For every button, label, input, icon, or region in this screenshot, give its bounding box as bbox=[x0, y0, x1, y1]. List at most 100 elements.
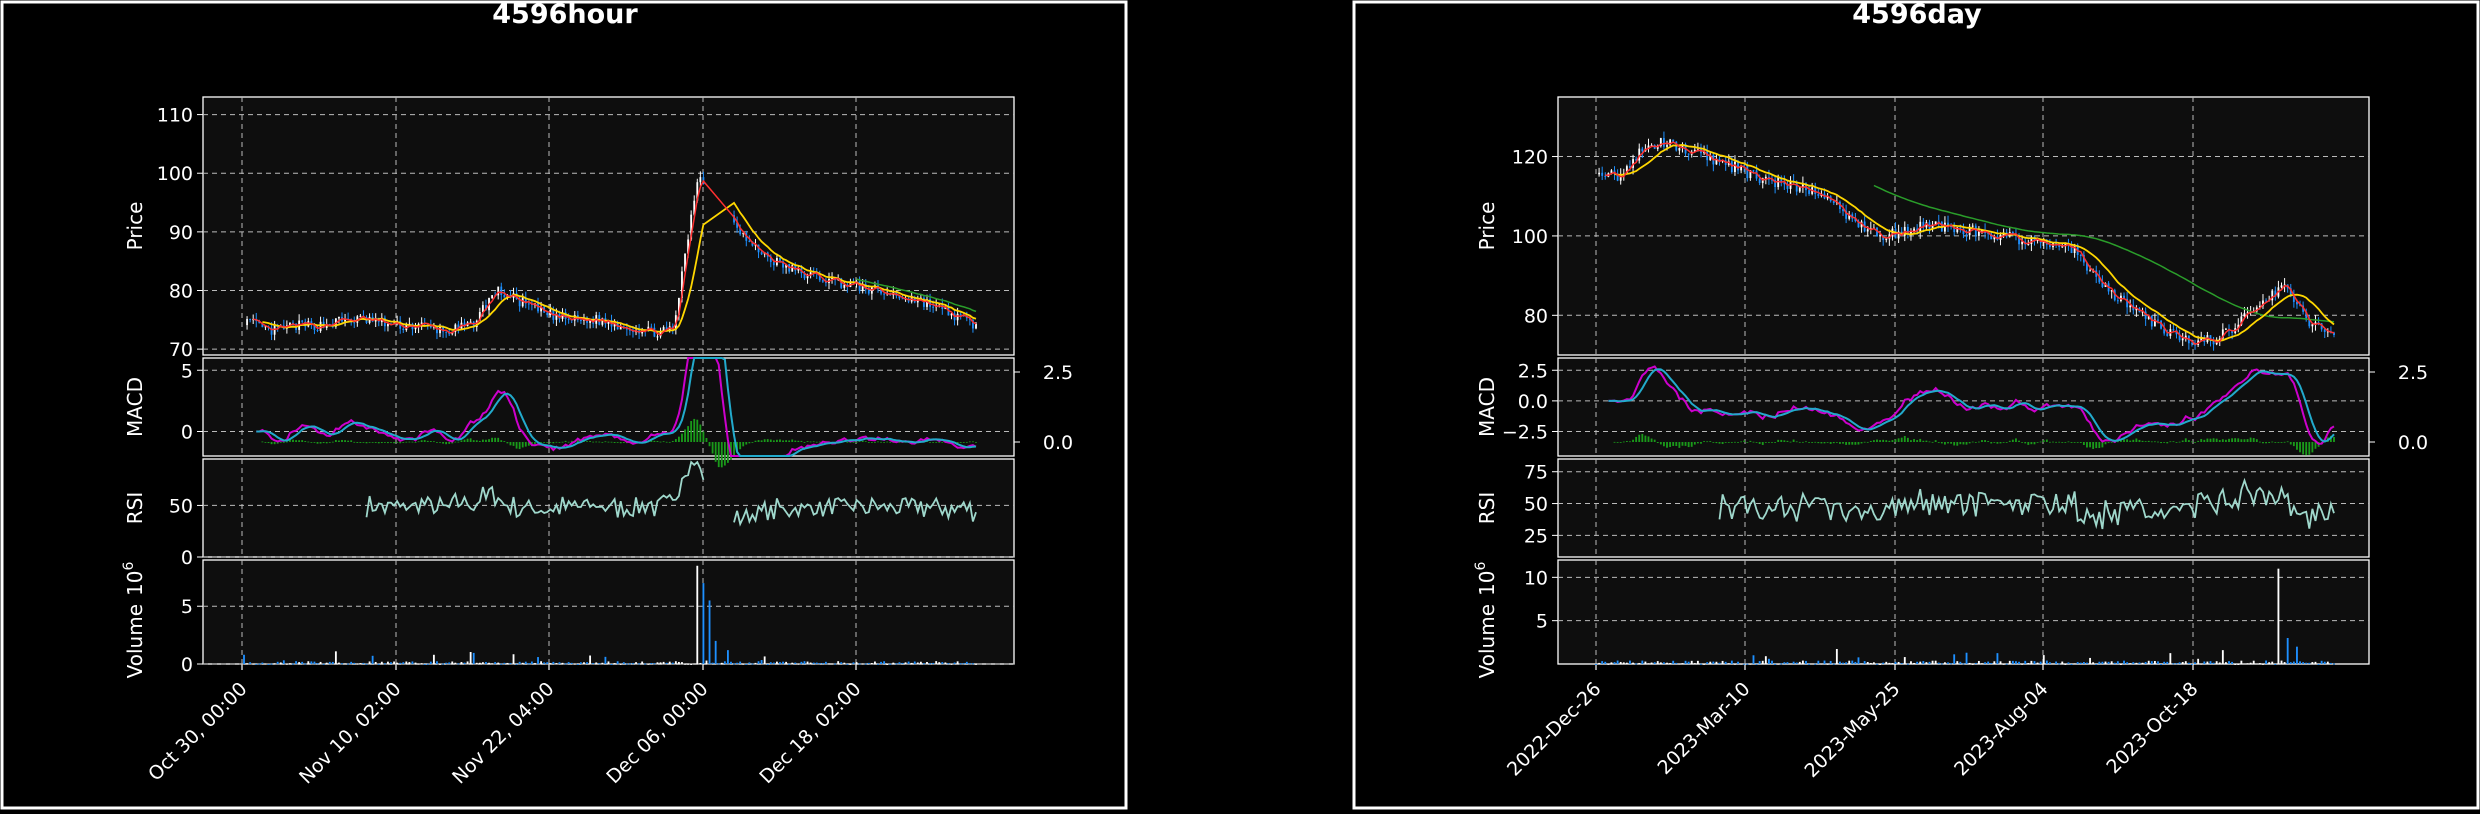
right-candle-body bbox=[1962, 228, 1965, 235]
left-macd-hist-bar bbox=[319, 442, 322, 444]
right-candle-body bbox=[1798, 186, 1801, 192]
left-candle-body bbox=[261, 323, 264, 328]
right-candle-body bbox=[1971, 225, 1974, 227]
right-volume-bar bbox=[1669, 663, 1672, 665]
right-candle-body bbox=[2265, 300, 2267, 302]
right-macd-hist-bar bbox=[2268, 442, 2271, 444]
left-volume-bar bbox=[776, 661, 778, 664]
right-macd-hist-bar bbox=[2015, 438, 2017, 442]
left-volume-bar bbox=[445, 662, 448, 664]
left-macd-hist-bar bbox=[610, 441, 613, 443]
left-candle-body bbox=[628, 329, 631, 331]
right-macd-hist-bar bbox=[1629, 441, 1631, 443]
right-volume-bar bbox=[1817, 660, 1820, 664]
right-volume-bar bbox=[2163, 661, 2166, 664]
left-candle-body bbox=[353, 322, 356, 324]
right-volume-bar bbox=[1869, 662, 1872, 664]
left-volume-bar bbox=[255, 663, 258, 665]
right-volume-bar bbox=[2240, 660, 2243, 664]
right-volume-bar bbox=[2045, 660, 2048, 664]
right-volume-bar bbox=[2265, 660, 2267, 664]
right-volume-bar bbox=[1709, 661, 1712, 664]
left-macd-hist-bar bbox=[806, 441, 809, 442]
left-macd-hist-bar bbox=[677, 436, 680, 442]
right-macd-hist-bar bbox=[2249, 437, 2252, 442]
left-volume-bar bbox=[322, 663, 325, 665]
right-volume-bar bbox=[2191, 663, 2193, 665]
left-volume-bar bbox=[258, 663, 261, 665]
left-macd-hist-bar bbox=[570, 440, 573, 442]
right-candle-body bbox=[2280, 285, 2283, 288]
left-macd-hist-bar bbox=[543, 442, 546, 443]
left-volume-bar bbox=[632, 663, 634, 665]
left-volume-bar bbox=[387, 661, 389, 664]
left-volume-bar bbox=[886, 663, 889, 665]
left-volume-bar bbox=[910, 662, 913, 664]
right-volume-bar bbox=[1863, 661, 1866, 664]
right-macd-tick-label: 2.5 bbox=[1518, 360, 1548, 382]
left-macd-hist-bar bbox=[604, 441, 607, 443]
right-volume-bar bbox=[2073, 663, 2076, 665]
left-macd-hist-bar bbox=[702, 431, 705, 442]
left-macd-hist-bar bbox=[439, 442, 441, 443]
left-volume-bar bbox=[579, 662, 582, 664]
left-candle-body bbox=[555, 313, 558, 320]
right-volume-bar bbox=[2015, 661, 2017, 664]
right-volume-bar bbox=[1934, 660, 1937, 664]
left-macd-hist-bar bbox=[347, 440, 350, 442]
left-candle-body bbox=[754, 244, 757, 246]
right-candle-body bbox=[1987, 233, 1990, 235]
right-vol-panel bbox=[1557, 559, 2370, 665]
right-candle-body bbox=[1934, 221, 1937, 225]
right-volume-bar bbox=[1814, 663, 1817, 665]
right-volume-bar bbox=[2042, 655, 2045, 664]
left-volume-bar bbox=[794, 662, 797, 664]
left-macd-hist-bar bbox=[454, 441, 457, 443]
right-macd-hist-bar bbox=[1993, 442, 1996, 443]
left-macd-hist-bar bbox=[699, 424, 702, 442]
left-volume-bar bbox=[638, 663, 641, 665]
left-volume-bar bbox=[619, 663, 622, 665]
right-macd-hist-bar bbox=[1937, 442, 1940, 443]
left-volume-bar bbox=[622, 662, 625, 664]
left-macd-hist-bar bbox=[402, 442, 405, 443]
right-macd-hist-bar bbox=[2289, 442, 2292, 445]
left-volume-bar bbox=[769, 662, 772, 664]
right-macd-hist-bar bbox=[2055, 441, 2058, 443]
left-volume-bar bbox=[509, 662, 512, 664]
right-candle-body bbox=[1801, 183, 1804, 187]
left-ma-slow-line bbox=[856, 278, 977, 313]
left-volume-bar bbox=[625, 663, 628, 665]
right-macd-hist-bar bbox=[2212, 438, 2215, 442]
left-volume-bar bbox=[742, 663, 745, 665]
right-macd-hist-bar bbox=[1715, 442, 1718, 444]
right-volume-bar bbox=[1999, 661, 2002, 664]
right-candle-body bbox=[1656, 146, 1659, 149]
right-candle-body bbox=[1598, 172, 1601, 175]
left-macd-hist-bar bbox=[717, 442, 720, 468]
right-macd-hist-bar bbox=[2333, 436, 2335, 442]
right-candle-body bbox=[2246, 312, 2249, 314]
right-macd-hist-bar bbox=[1888, 440, 1891, 442]
left-macd-tick-label: 5 bbox=[181, 360, 193, 382]
right-macd-tick-label: −2.5 bbox=[1502, 422, 1548, 444]
left-macd-hist-bar bbox=[788, 440, 791, 442]
right-volume-bar bbox=[1780, 663, 1783, 665]
left-volume-bar bbox=[264, 663, 267, 665]
right-candle-body bbox=[1709, 154, 1712, 161]
right-volume-bar bbox=[2157, 661, 2159, 664]
left-volume-bar bbox=[549, 663, 552, 665]
left-volume-bar bbox=[855, 662, 858, 664]
left-macd-hist-bar bbox=[659, 441, 662, 443]
left-candle-body bbox=[328, 324, 331, 326]
right-macd-hist-bar bbox=[2008, 440, 2011, 442]
left-macd-hist-bar bbox=[506, 442, 509, 444]
left-chart-group: Oct 30, 00:00 Nov 10, 02:00 Nov 22, 04:00 D… bbox=[121, 96, 1073, 788]
left-volume-bar bbox=[334, 651, 337, 664]
left-macd-hist-bar bbox=[472, 440, 475, 442]
right-candle-body bbox=[1758, 178, 1761, 183]
right-candle-body bbox=[2212, 340, 2215, 345]
right-volume-bar bbox=[2172, 663, 2175, 665]
right-volume-bar bbox=[1647, 663, 1650, 665]
right-macd-hist-bar bbox=[2092, 442, 2095, 449]
